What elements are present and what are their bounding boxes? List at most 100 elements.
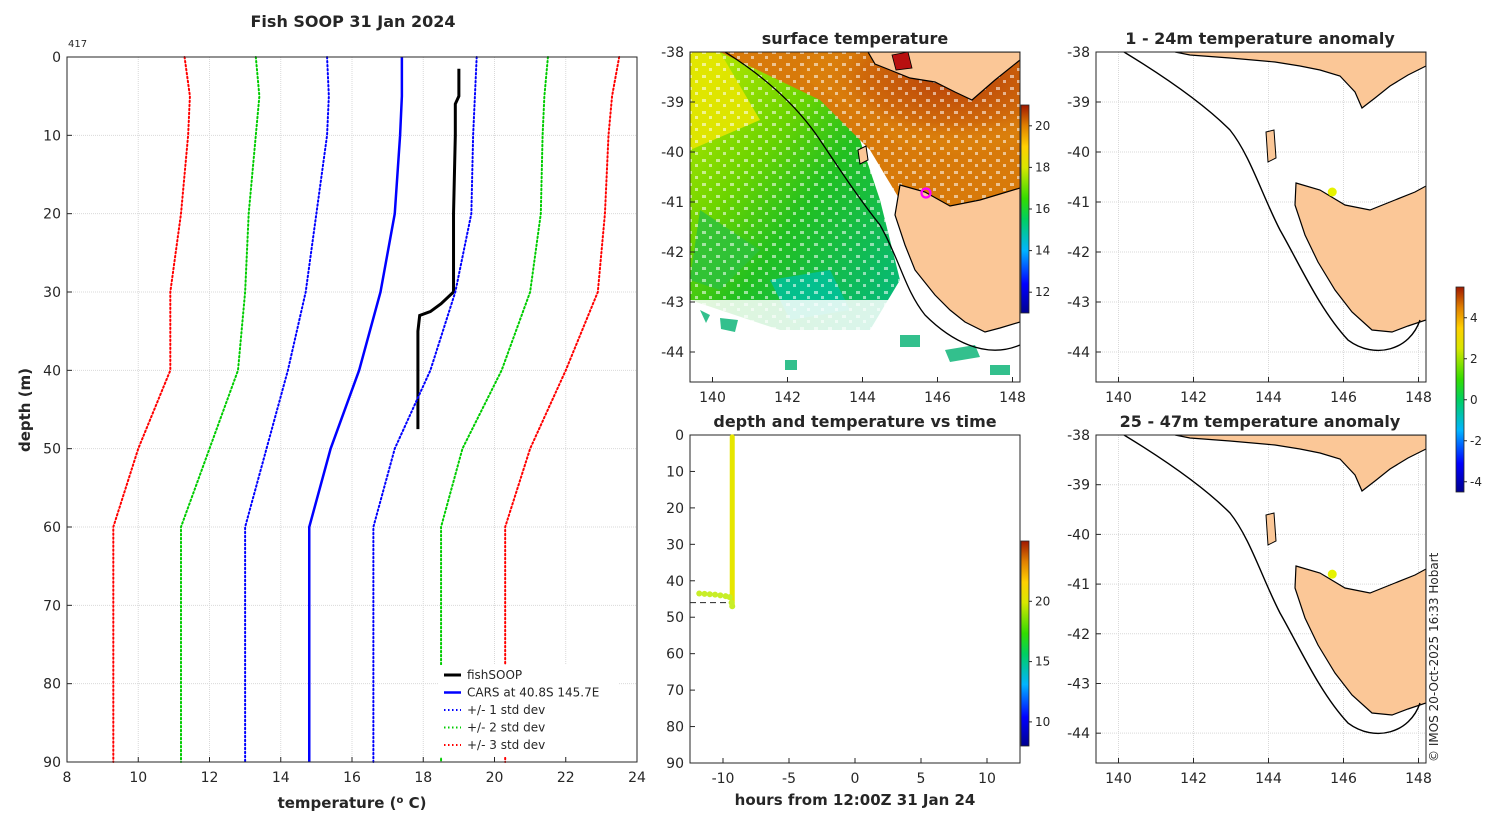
profile-y-tick-label: 70 xyxy=(43,598,61,614)
depth-time-x-tick-label: 10 xyxy=(978,771,996,787)
profile-legend-label: +/- 1 std dev xyxy=(467,703,545,717)
profile-x-tick-label: 16 xyxy=(343,770,361,786)
colorbar-tick-label: 0 xyxy=(1470,393,1478,407)
profile-y-tick-label: 50 xyxy=(43,442,61,458)
profile-x-tick-label: 22 xyxy=(557,770,575,786)
anom-25-47-y-tick-label: -41 xyxy=(1067,577,1090,593)
profile-y-tick-label: 0 xyxy=(52,50,61,66)
profile-series-7 xyxy=(504,56,621,763)
profile-series-1 xyxy=(308,57,404,762)
anom-25-47-x-tick-label: 144 xyxy=(1255,771,1282,787)
anomaly-shallow-ticks: -38 -39 -40 -41 -42 -43 -44 140 142 144 146 148 xyxy=(1067,45,1432,406)
depth-time-colorbar xyxy=(1020,540,1030,747)
anom-1-24-y-tick-label: -42 xyxy=(1067,245,1090,261)
sst-x-tick-label: 148 xyxy=(999,390,1026,406)
sst-y-tick-label: -43 xyxy=(661,295,684,311)
depth-time-y-tick-label: 0 xyxy=(675,428,684,444)
colorbar-tick-label: 20 xyxy=(1035,119,1050,133)
anom-25-47-y-tick-label: -44 xyxy=(1067,726,1090,742)
profile-y-tick-label: 20 xyxy=(43,207,61,223)
anomaly-map-shallow: 1 - 24m temperature anomaly -38 -39 -40 -41… xyxy=(1067,29,1432,406)
tow-point xyxy=(712,591,719,598)
anom-25-47-y-tick-label: -39 xyxy=(1067,478,1090,494)
anom-25-47-y-tick-label: -42 xyxy=(1067,627,1090,643)
depth-time-ticks: 0 10 20 30 40 50 60 70 80 90 -10 -5 0 5 10 xyxy=(666,428,996,787)
sst-title: surface temperature xyxy=(762,29,949,48)
profile-y-tick-label: 60 xyxy=(43,520,61,536)
profile-series-6 xyxy=(112,56,191,763)
tow-point xyxy=(726,594,733,601)
depth-time-y-tick-label: 40 xyxy=(666,574,684,590)
profile-lines xyxy=(112,56,621,763)
anomaly-deep-title: 25 - 47m temperature anomaly xyxy=(1120,412,1401,431)
profile-x-tick-label: 12 xyxy=(201,770,219,786)
colorbar-tick-label: 4 xyxy=(1470,311,1478,325)
profile-xlabel: temperature (o C) xyxy=(278,794,427,812)
colorbar-tick-label: 16 xyxy=(1035,202,1050,216)
profile-y-tick-label: 10 xyxy=(43,128,61,144)
anomaly-shallow-map xyxy=(1123,52,1426,352)
sst-y-tick-label: -39 xyxy=(661,95,684,111)
profile-legend-label: +/- 3 std dev xyxy=(467,738,545,752)
profile-y-tick-label: 90 xyxy=(43,755,61,771)
profile-legend: fishSOOP CARS at 40.8S 145.7E +/- 1 std de… xyxy=(438,665,618,757)
sst-y-tick-label: -41 xyxy=(661,195,684,211)
anom-25-47-x-tick-label: 148 xyxy=(1405,771,1432,787)
depth-time-y-tick-label: 60 xyxy=(666,647,684,663)
colorbar-tick-label: 10 xyxy=(1035,715,1050,729)
anom-25-47-x-tick-label: 142 xyxy=(1180,771,1207,787)
anomaly-deep-point xyxy=(1327,569,1337,579)
tow-point xyxy=(701,590,708,597)
profile-x-tick-label: 8 xyxy=(63,770,72,786)
profile-x-tick-label: 20 xyxy=(486,770,504,786)
profile-series-4 xyxy=(180,56,261,763)
sst-colorbar-ticks: 12 14 16 18 20 xyxy=(1029,119,1050,299)
sst-frame xyxy=(689,51,1021,383)
profile-y-tick-label: 80 xyxy=(43,677,61,693)
sst-x-tick-label: 142 xyxy=(774,390,801,406)
profile-corner-label: 417 xyxy=(68,39,87,50)
depth-time-colorbar-ticks: 10 15 20 xyxy=(1029,594,1050,729)
profile-legend-label: fishSOOP xyxy=(467,668,522,682)
depth-time-y-tick-label: 20 xyxy=(666,501,684,517)
anom-1-24-x-tick-label: 148 xyxy=(1405,390,1432,406)
profile-legend-label: CARS at 40.8S 145.7E xyxy=(467,686,599,700)
anomaly-deep-map xyxy=(1123,435,1426,735)
profile-series-0 xyxy=(416,68,461,430)
sst-y-tick-label: -38 xyxy=(661,45,684,61)
anomaly-shallow-frame xyxy=(1095,51,1427,383)
anomaly-map-deep: 25 - 47m temperature anomaly -38-39-40-4… xyxy=(1067,286,1482,787)
colorbar-tick-label: 14 xyxy=(1035,244,1050,258)
colorbar-tick-label: 2 xyxy=(1470,352,1478,366)
anomaly-shallow-title: 1 - 24m temperature anomaly xyxy=(1125,29,1395,48)
sst-x-tick-label: 144 xyxy=(849,390,876,406)
depth-time-x-tick-label: 5 xyxy=(917,771,926,787)
anom-1-24-x-tick-label: 142 xyxy=(1180,390,1207,406)
depth-time-y-tick-label: 10 xyxy=(666,464,684,480)
anomaly-colorbar xyxy=(1455,286,1465,493)
tow-point xyxy=(729,603,736,610)
sst-map: surface temperature -38 -39 -40 -41 -42 -43 -4… xyxy=(661,29,1050,406)
depth-time-y-tick-label: 30 xyxy=(666,537,684,553)
depth-time-chart: depth and temperature vs time 0 10 20 30 40 5… xyxy=(666,412,1050,809)
profile-x-tick-label: 18 xyxy=(414,770,432,786)
profile-grid xyxy=(66,56,638,763)
depth-time-y-tick-label: 70 xyxy=(666,683,684,699)
profile-legend-label: +/- 2 std dev xyxy=(467,721,545,735)
profile-ticks: 0 10 20 30 40 50 60 70 80 908 10 12 14 16 18 20 22 24 xyxy=(43,50,646,786)
anom-25-47-x-tick-label: 140 xyxy=(1105,771,1132,787)
anomaly-shallow-point xyxy=(1327,187,1337,197)
sst-field xyxy=(690,52,1020,382)
anom-25-47-y-tick-label: -38 xyxy=(1067,428,1090,444)
colorbar-tick-label: 15 xyxy=(1035,655,1050,669)
colorbar-tick-label: 18 xyxy=(1035,160,1050,174)
anom-1-24-y-tick-label: -43 xyxy=(1067,295,1090,311)
sst-y-tick-label: -44 xyxy=(661,345,684,361)
anom-25-47-x-tick-label: 146 xyxy=(1330,771,1357,787)
profile-ylabel: depth (m) xyxy=(16,368,34,452)
tow-point xyxy=(706,591,713,598)
anom-1-24-y-tick-label: -39 xyxy=(1067,95,1090,111)
depth-time-x-tick-label: -5 xyxy=(782,771,796,787)
profile-series-2 xyxy=(244,56,330,763)
depth-time-content xyxy=(690,434,736,610)
